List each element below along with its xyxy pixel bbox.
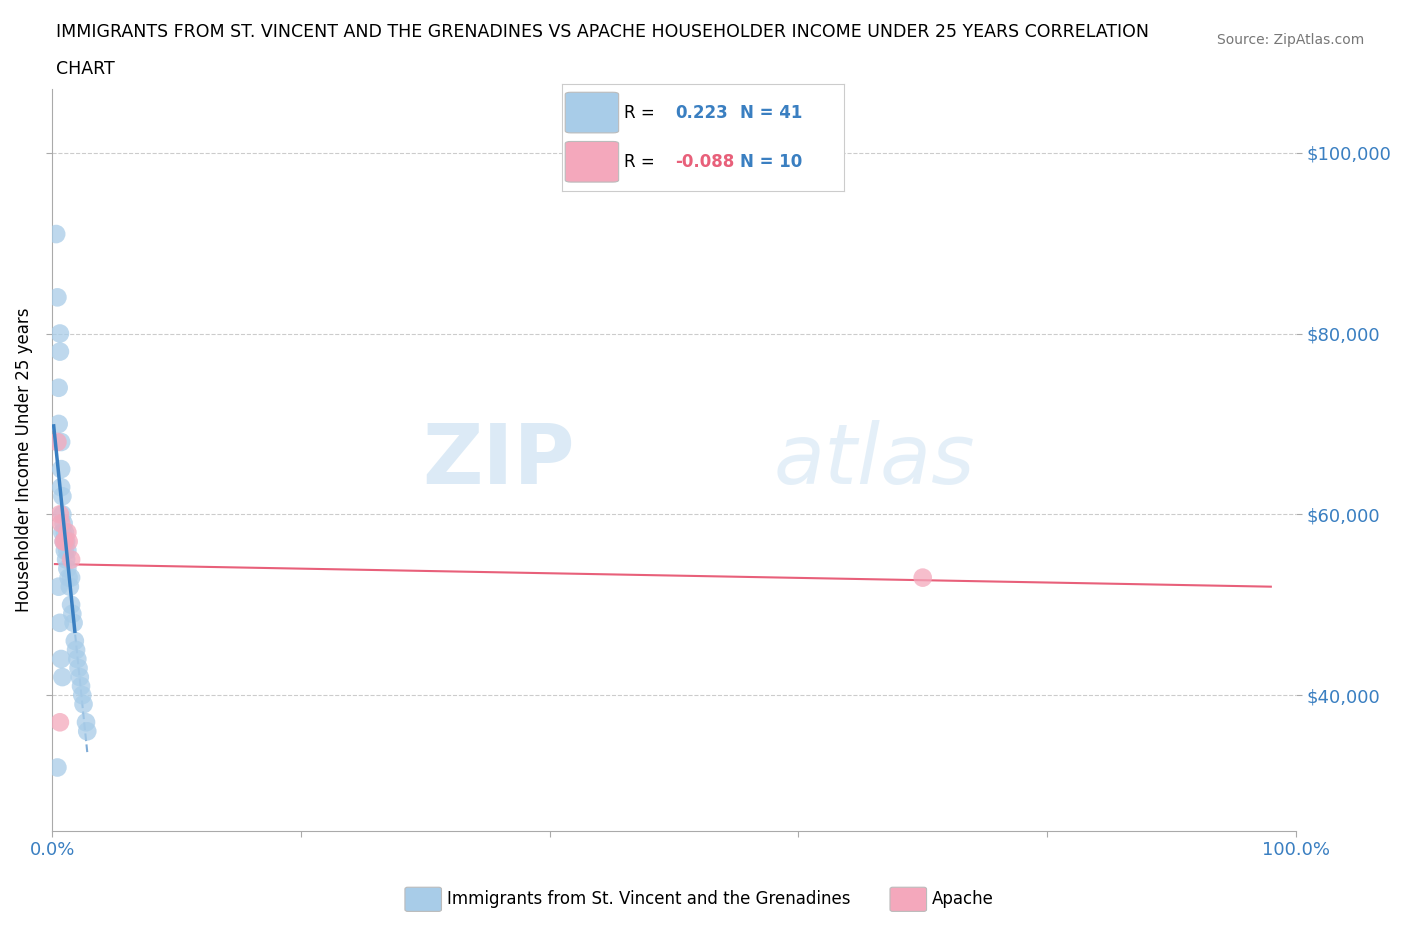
Point: [53, 525, 76, 539]
Point: [46, 290, 69, 305]
Point: [67, 660, 90, 675]
Point: [49, 434, 72, 449]
Point: [55, 534, 77, 549]
Text: -0.088: -0.088: [675, 153, 734, 171]
Point: [46, 434, 69, 449]
Y-axis label: Householder Income Under 25 years: Householder Income Under 25 years: [15, 308, 32, 612]
Point: [52, 534, 75, 549]
Point: [49, 326, 72, 341]
Point: [60, 597, 83, 612]
Point: [72, 697, 94, 711]
FancyBboxPatch shape: [565, 141, 619, 182]
Text: atlas: atlas: [773, 419, 976, 500]
Point: [56, 543, 79, 558]
Point: [75, 715, 97, 730]
Text: 0.223: 0.223: [675, 103, 728, 122]
Text: R =: R =: [624, 103, 655, 122]
Point: [49, 516, 72, 531]
Point: [51, 507, 73, 522]
Point: [49, 652, 72, 667]
Point: [911, 570, 934, 585]
Point: [70, 679, 93, 694]
Point: [51, 670, 73, 684]
Point: [65, 643, 87, 658]
Text: IMMIGRANTS FROM ST. VINCENT AND THE GRENADINES VS APACHE HOUSEHOLDER INCOME UNDE: IMMIGRANTS FROM ST. VINCENT AND THE GREN…: [56, 23, 1149, 41]
Point: [51, 525, 73, 539]
Point: [62, 616, 84, 631]
Point: [46, 760, 69, 775]
Point: [49, 715, 72, 730]
Point: [49, 344, 72, 359]
Point: [63, 633, 86, 648]
Text: Source: ZipAtlas.com: Source: ZipAtlas.com: [1216, 33, 1364, 46]
Point: [60, 606, 83, 621]
Point: [72, 687, 94, 702]
Text: N = 41: N = 41: [740, 103, 801, 122]
Point: [45, 227, 67, 242]
Point: [52, 516, 75, 531]
Point: [48, 417, 70, 432]
Text: R =: R =: [624, 153, 655, 171]
Text: CHART: CHART: [56, 60, 115, 78]
Text: Immigrants from St. Vincent and the Grenadines: Immigrants from St. Vincent and the Gren…: [447, 890, 851, 909]
Point: [58, 570, 80, 585]
FancyBboxPatch shape: [565, 92, 619, 133]
Text: Apache: Apache: [932, 890, 994, 909]
Point: [52, 534, 75, 549]
Point: [59, 579, 82, 594]
Text: ZIP: ZIP: [422, 419, 575, 500]
Point: [60, 570, 83, 585]
Point: [51, 489, 73, 504]
Point: [49, 616, 72, 631]
Point: [55, 552, 77, 567]
Point: [48, 380, 70, 395]
Point: [66, 652, 89, 667]
Point: [49, 480, 72, 495]
Point: [49, 507, 72, 522]
Point: [48, 579, 70, 594]
Point: [49, 461, 72, 476]
Point: [69, 670, 91, 684]
Point: [76, 724, 98, 738]
Point: [58, 534, 80, 549]
Point: [53, 543, 76, 558]
Point: [60, 552, 83, 567]
Point: [56, 525, 79, 539]
Point: [53, 534, 76, 549]
Text: N = 10: N = 10: [740, 153, 801, 171]
Point: [56, 561, 79, 576]
